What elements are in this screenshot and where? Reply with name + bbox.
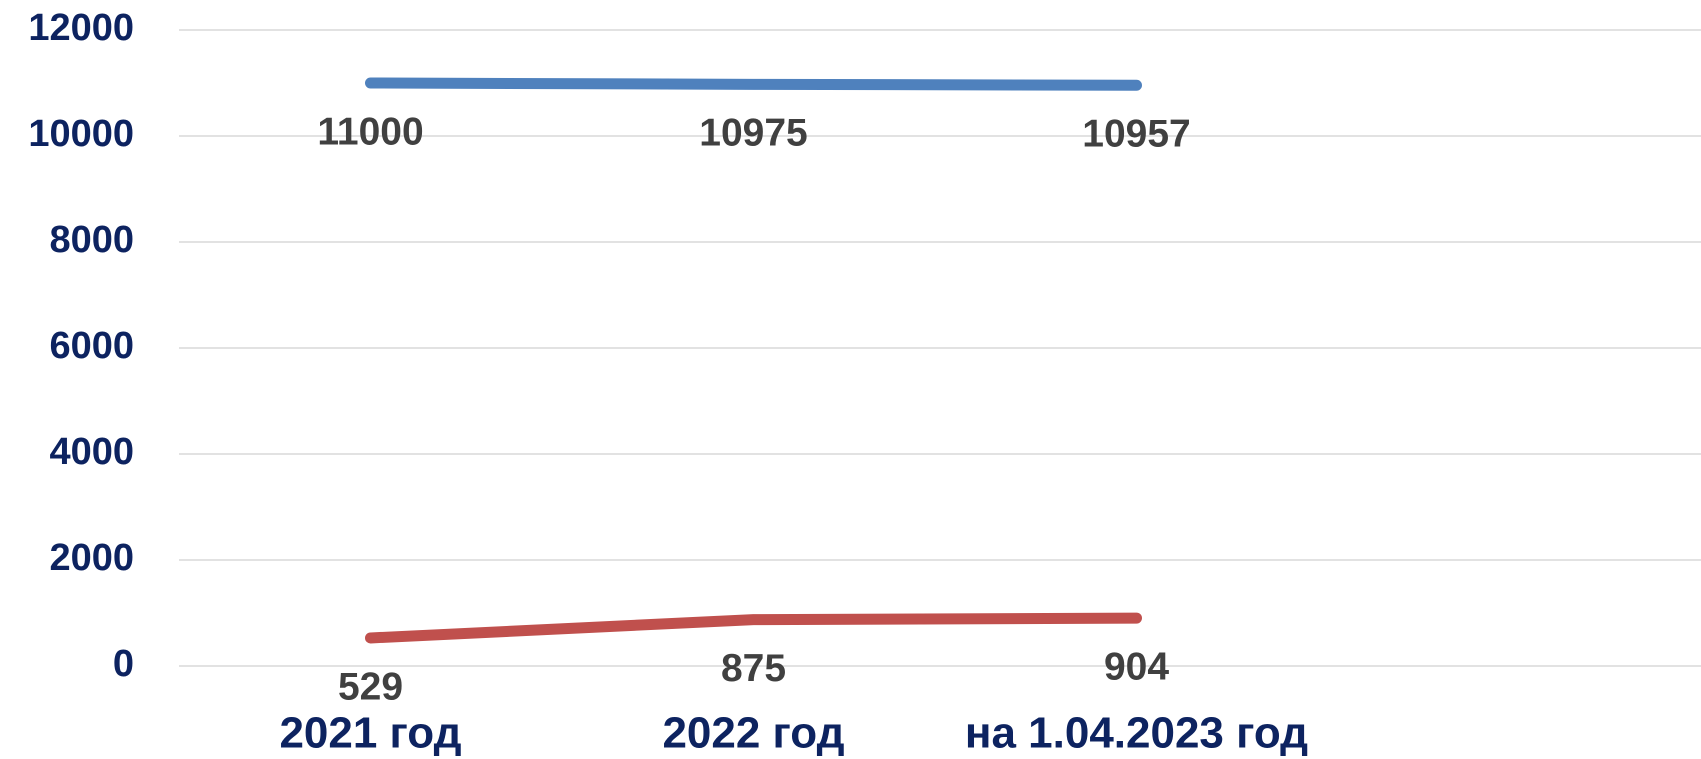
x-tick-label: 2021 год (279, 709, 461, 758)
data-label: 904 (1104, 645, 1169, 688)
y-tick-label: 2000 (49, 537, 134, 579)
data-label: 11000 (317, 110, 423, 153)
y-tick-label: 0 (113, 643, 134, 685)
data-label: 10975 (699, 112, 807, 155)
data-label: 529 (338, 665, 403, 708)
y-tick-label: 8000 (49, 219, 134, 261)
y-tick-label: 10000 (28, 113, 134, 155)
y-tick-label: 6000 (49, 325, 134, 367)
x-tick-label: на 1.04.2023 год (965, 709, 1308, 758)
data-label: 875 (721, 647, 786, 690)
data-label: 10957 (1082, 113, 1190, 156)
x-tick-label: 2022 год (662, 709, 844, 758)
y-tick-label: 4000 (49, 431, 134, 473)
y-tick-label: 12000 (28, 7, 134, 49)
series-line (365, 612, 1142, 644)
series-line (365, 77, 1142, 91)
